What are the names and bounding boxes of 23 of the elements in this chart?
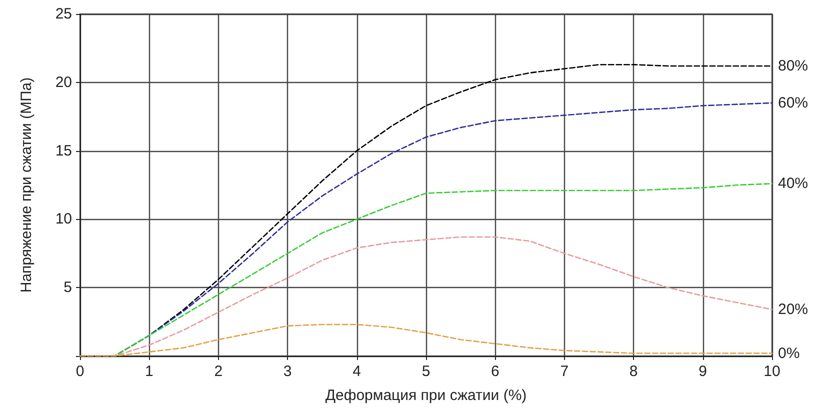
x-tick-label: 8	[629, 363, 638, 380]
x-tick-label: 10	[764, 363, 780, 380]
x-tick-label: 4	[352, 363, 361, 380]
x-tick-label: 3	[283, 363, 292, 380]
x-tick-label: 0	[76, 363, 84, 380]
y-axis-title: Напряжение при сжатии (МПа)	[18, 77, 35, 293]
x-tick-label: 2	[214, 363, 223, 380]
series-label: 0%	[778, 344, 800, 362]
series-label: 60%	[778, 94, 808, 112]
series-label: 80%	[778, 57, 808, 74]
series-label: 20%	[778, 300, 808, 318]
x-tick-label: 7	[560, 363, 569, 380]
x-tick-label: 6	[491, 363, 500, 380]
x-tick-label: 5	[422, 363, 430, 380]
x-tick-label: 1	[145, 363, 154, 380]
y-tick-label: 15	[55, 142, 72, 160]
x-axis-title: Деформация при сжатии (%)	[325, 387, 527, 404]
series-label: 40%	[778, 175, 808, 192]
y-tick-label: 25	[55, 6, 72, 22]
x-tick-label: 9	[698, 363, 707, 380]
y-tick-label: 20	[55, 74, 72, 91]
y-tick-label: 5	[64, 279, 72, 296]
y-tick-label: 10	[55, 210, 72, 228]
